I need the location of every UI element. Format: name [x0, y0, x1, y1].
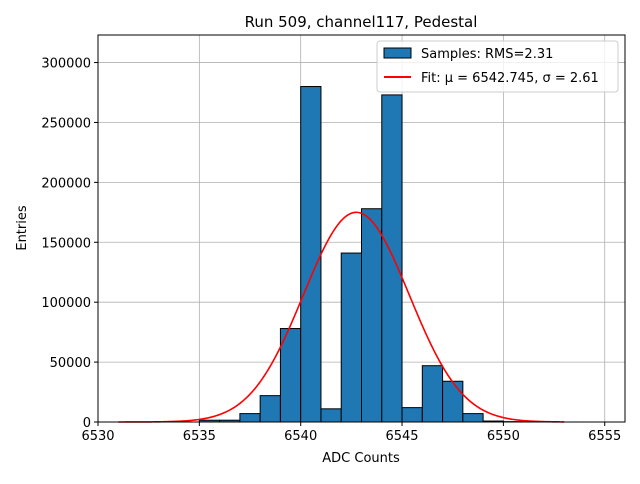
histogram-bar: [240, 414, 260, 422]
y-tick-label: 100000: [41, 296, 91, 311]
y-tick-label: 150000: [41, 236, 91, 251]
histogram-bar: [443, 381, 463, 422]
y-axis-label: Entries: [15, 205, 30, 251]
y-tick-label: 300000: [41, 57, 91, 72]
histogram-bars: [199, 87, 544, 422]
x-tick-label: 6535: [183, 429, 216, 444]
y-tick-label: 50000: [50, 356, 91, 371]
histogram-bar: [402, 408, 422, 422]
x-tick-label: 6545: [385, 429, 418, 444]
histogram-bar: [463, 414, 483, 422]
legend-swatch-samples: [384, 48, 411, 58]
x-tick-label: 6550: [487, 429, 520, 444]
y-tick-label: 250000: [41, 116, 91, 131]
y-tick-label: 0: [83, 416, 91, 431]
histogram-bar: [382, 95, 402, 422]
legend-label-samples: Samples: RMS=2.31: [421, 47, 553, 62]
legend-label-fit: Fit: μ = 6542.745, σ = 2.61: [421, 71, 599, 86]
histogram-bar: [301, 87, 321, 422]
x-axis-label: ADC Counts: [322, 451, 400, 466]
legend: Samples: RMS=2.31 Fit: μ = 6542.745, σ =…: [377, 41, 618, 92]
x-tick-label: 6540: [284, 429, 317, 444]
axis-ticks: 6530 6535 6540 6545 6550 6555 0 50000 100000 1500…: [41, 57, 621, 444]
x-tick-label: 6555: [588, 429, 621, 444]
histogram-bar: [321, 409, 341, 422]
chart-title: Run 509, channel117, Pedestal: [245, 13, 478, 31]
histogram-bar: [362, 209, 382, 422]
histogram-bar: [260, 396, 280, 422]
histogram-bar: [341, 253, 361, 422]
histogram-bar: [422, 366, 442, 422]
x-tick-label: 6530: [81, 429, 114, 444]
y-tick-label: 200000: [41, 176, 91, 191]
